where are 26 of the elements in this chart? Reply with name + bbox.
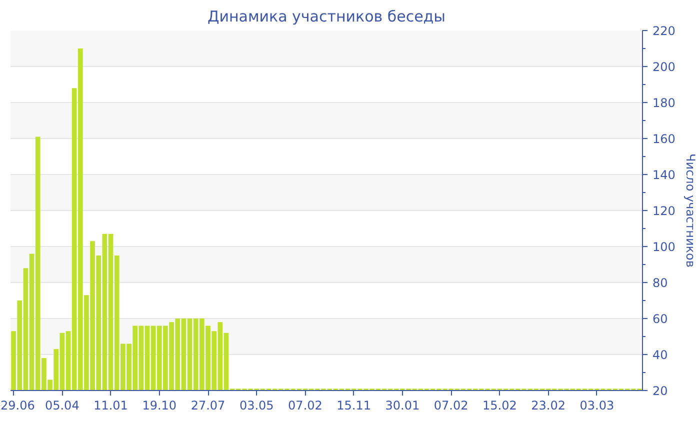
x-tick-label: 30.01 xyxy=(385,398,420,412)
y-tick-label: 200 xyxy=(652,60,676,74)
x-tick-label: 05.04 xyxy=(44,398,80,412)
y-tick-label: 100 xyxy=(652,240,676,254)
chart-title: Динамика участников беседы xyxy=(207,8,446,26)
y-tick-label: 40 xyxy=(652,348,668,362)
y-tick-label: 180 xyxy=(652,96,676,110)
y-tick-label: 60 xyxy=(652,312,668,326)
x-tick-label: 27.07 xyxy=(190,398,226,412)
x-tick-label: 19.10 xyxy=(142,398,177,412)
x-tick-label: 15.11 xyxy=(336,398,372,412)
y-tick-label: 80 xyxy=(652,276,668,290)
x-tick-label: 29.06 xyxy=(0,398,35,412)
x-tick-label: 07.02 xyxy=(288,398,322,412)
x-tick-label: 03.05 xyxy=(239,398,274,412)
x-tick-label: 23.02 xyxy=(531,398,566,412)
y-axis-title: Число участников xyxy=(683,154,698,268)
x-tick-label: 03.03 xyxy=(580,398,614,412)
y-tick-label: 140 xyxy=(652,168,676,182)
y-tick-label: 20 xyxy=(652,384,668,398)
y-tick-label: 120 xyxy=(652,204,676,218)
x-tick-label: 11.01 xyxy=(94,398,128,412)
x-tick-label: 15.02 xyxy=(482,398,517,412)
x-tick-label: 07.02 xyxy=(434,398,468,412)
y-tick-label: 220 xyxy=(652,24,676,38)
y-tick-label: 160 xyxy=(652,132,676,146)
